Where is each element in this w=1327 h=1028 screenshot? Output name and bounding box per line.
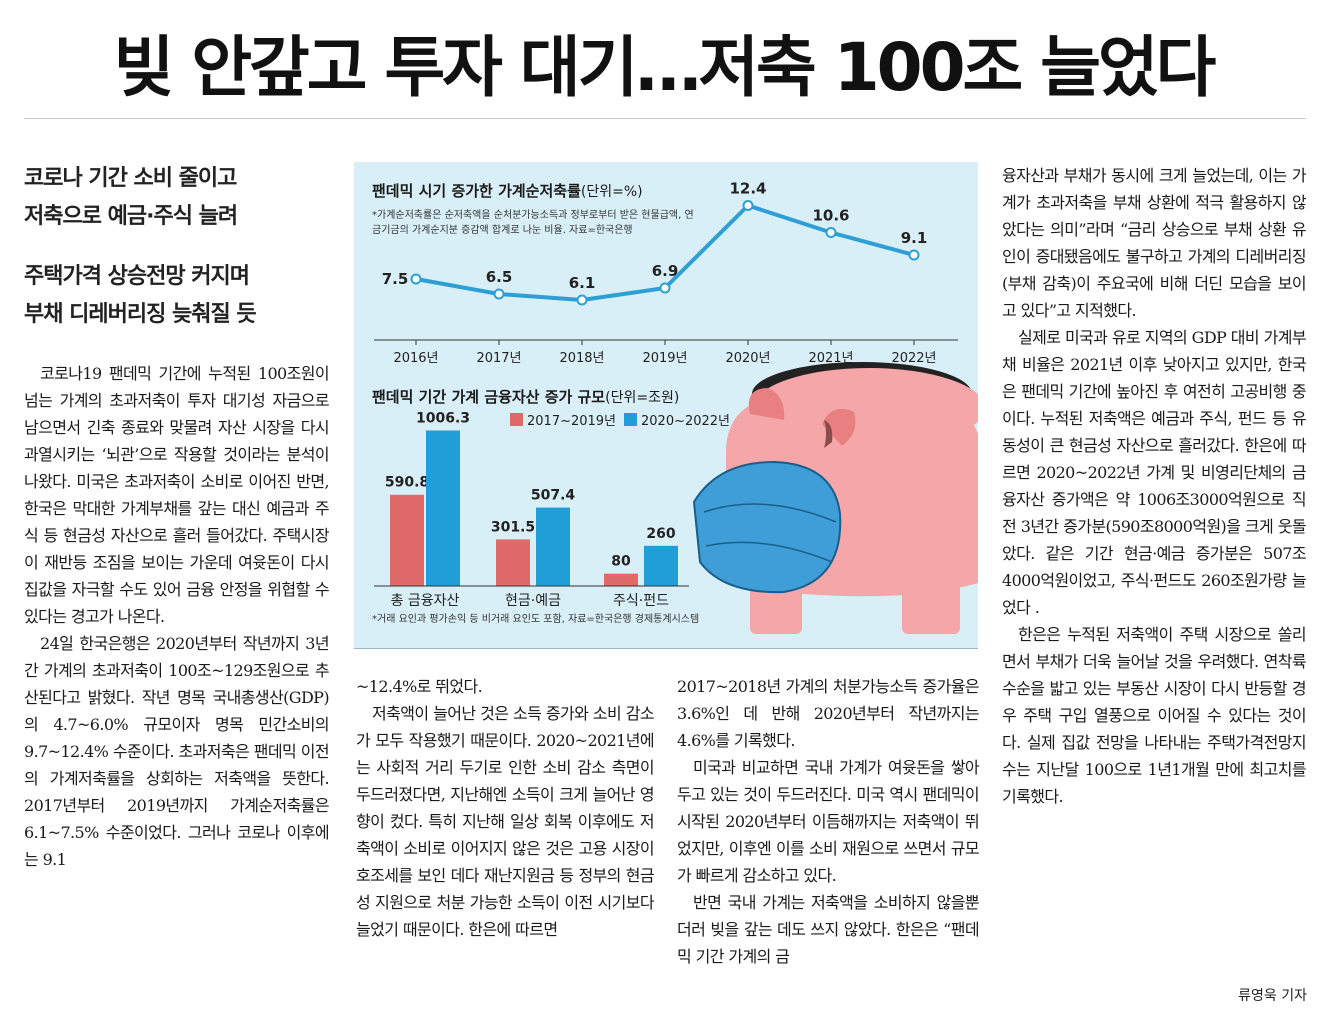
bar-data-label: 80 xyxy=(611,554,631,570)
bar-data-label: 507.4 xyxy=(531,488,576,504)
subhead-line-4: 부채 디레버리징 늦춰질 듯 xyxy=(24,302,257,327)
paragraph: 미국과 비교하면 국내 가계가 여윳돈을 쌓아두고 있는 것이 두드러진다. 미… xyxy=(677,758,980,885)
bar xyxy=(426,430,460,586)
bar-chart-note: *거래 요인과 평가손익 등 비거래 요인도 포함, 자료=한국은행 경제통계시… xyxy=(372,614,700,625)
subhead-line-3: 주택가격 상승전망 커지며 xyxy=(24,264,250,289)
paragraph: 한은은 누적된 저축액이 주택 시장으로 쏠리면서 부채가 더욱 늘어날 것을 … xyxy=(1002,625,1307,806)
bar xyxy=(644,545,678,586)
piggy-eye xyxy=(824,420,833,448)
bar-data-label: 301.5 xyxy=(491,519,535,535)
paragraph: 저축액이 늘어난 것은 소득 증가와 소비 감소가 모두 작용했기 때문이다. … xyxy=(356,704,655,939)
byline: 류영욱 기자 xyxy=(1238,988,1307,1004)
line-tick-label: 2022년 xyxy=(891,351,936,366)
bar xyxy=(604,573,638,586)
line-tick-label: 2021년 xyxy=(808,351,853,366)
line-chart-unit: (단위=%) xyxy=(580,184,643,200)
piggy-back xyxy=(753,368,978,448)
line-data-label: 10.6 xyxy=(812,207,849,225)
line-point xyxy=(659,282,671,294)
bar-chart-title: 팬데믹 기간 가계 금융자산 증가 규모 xyxy=(372,388,606,406)
bar-chart-unit: (단위=조원) xyxy=(605,390,680,406)
line-data-label: 7.5 xyxy=(382,270,409,288)
mask-fold xyxy=(705,541,833,563)
headline-divider xyxy=(24,118,1306,119)
paragraph: 24일 한국은행은 2020년부터 작년까지 3년간 가계의 초과저축이 100… xyxy=(24,634,330,869)
mask-fold xyxy=(703,503,837,523)
bar-data-label: 1006.3 xyxy=(416,411,470,427)
piggy-ear-left xyxy=(748,388,785,420)
paragraph: 실제로 미국과 유로 지역의 GDP 대비 가계부채 비율은 2021년 이후 … xyxy=(1002,328,1307,617)
line-tick-label: 2017년 xyxy=(476,351,521,366)
article-column-1: 코로나19 팬데믹 기간에 누적된 100조원이 넘는 가계의 초과저축이 투자… xyxy=(24,360,330,873)
line-data-label: 12.4 xyxy=(729,180,766,198)
bar xyxy=(536,507,570,586)
line-tick-label: 2019년 xyxy=(642,351,687,366)
line-point xyxy=(493,288,505,300)
chart-canvas: 7.5 2016년 6.5 2017년 6.1 2018년 6.9 2019년 12.4 2020… xyxy=(374,180,978,634)
piggy-leg-back xyxy=(902,574,960,634)
bar-data-label: 590.8 xyxy=(385,475,429,491)
bar-category-label: 주식·펀드 xyxy=(613,593,669,609)
piggy-ear-right xyxy=(822,408,856,446)
bar-data-label: 260 xyxy=(646,526,675,542)
line-data-label: 6.1 xyxy=(569,274,596,292)
subhead-line-2: 저축으로 예금·주식 늘려 xyxy=(24,204,238,229)
line-point xyxy=(410,273,422,285)
article-column-3: 2017~2018년 가계의 처분가능소득 증가율은 3.6%인 데 반해 20… xyxy=(677,673,980,970)
legend-label: 2020~2022년 xyxy=(641,414,730,429)
line-point xyxy=(908,249,920,261)
legend-swatch xyxy=(510,413,523,426)
article-column-4: 융자산과 부채가 동시에 크게 늘었는데, 이는 가계가 초과저축을 부채 상환… xyxy=(1002,162,1307,810)
bar xyxy=(390,494,424,586)
paragraph: 반면 국내 가계는 저축액을 소비하지 않을뿐더러 빚을 갚는 데도 쓰지 않았… xyxy=(677,893,980,966)
legend-swatch xyxy=(624,413,637,426)
line-point xyxy=(825,227,837,238)
line-tick-label: 2016년 xyxy=(393,351,438,366)
line-chart-title: 팬데믹 시기 증가한 가계순저축률 xyxy=(372,182,581,200)
line-tick-label: 2020년 xyxy=(725,351,770,366)
paragraph: 코로나19 팬데믹 기간에 누적된 100조원이 넘는 가계의 초과저축이 투자… xyxy=(24,364,330,626)
paragraph: 2017~2018년 가계의 처분가능소득 증가율은 3.6%인 데 반해 20… xyxy=(677,677,980,750)
line-data-label: 6.5 xyxy=(486,268,513,286)
paragraph: 융자산과 부채가 동시에 크게 늘었는데, 이는 가계가 초과저축을 부채 상환… xyxy=(1002,166,1307,320)
piggy-bank-illustration xyxy=(692,362,978,634)
line-point xyxy=(742,200,754,211)
headline: 빚 안갚고 투자 대기…저축 100조 늘었다 xyxy=(113,29,1217,106)
face-mask xyxy=(692,460,842,594)
line-data-label: 6.9 xyxy=(652,262,679,280)
article-column-2: ~12.4%로 뛰었다. 저축액이 늘어난 것은 소득 증가와 소비 감소가 모… xyxy=(356,673,655,943)
line-data-label: 9.1 xyxy=(901,229,928,247)
legend-label: 2017~2019년 xyxy=(527,414,616,429)
bar-category-label: 총 금융자산 xyxy=(391,593,460,609)
line-tick-label: 2018년 xyxy=(559,351,604,366)
infographic: 팬데믹 시기 증가한 가계순저축률(단위=%) *가계순저축률은 순저축액을 순… xyxy=(354,162,978,649)
line-point xyxy=(576,294,588,306)
line-chart-note: *가계순저축률은 순저축액을 순처분가능소득과 정부로부터 받은 현물급액, 연… xyxy=(372,210,694,236)
bar xyxy=(496,539,530,586)
paragraph: ~12.4%로 뛰었다. xyxy=(356,677,483,696)
bar-category-label: 현금·예금 xyxy=(505,593,561,609)
subhead-line-1: 코로나 기간 소비 줄이고 xyxy=(24,166,237,191)
